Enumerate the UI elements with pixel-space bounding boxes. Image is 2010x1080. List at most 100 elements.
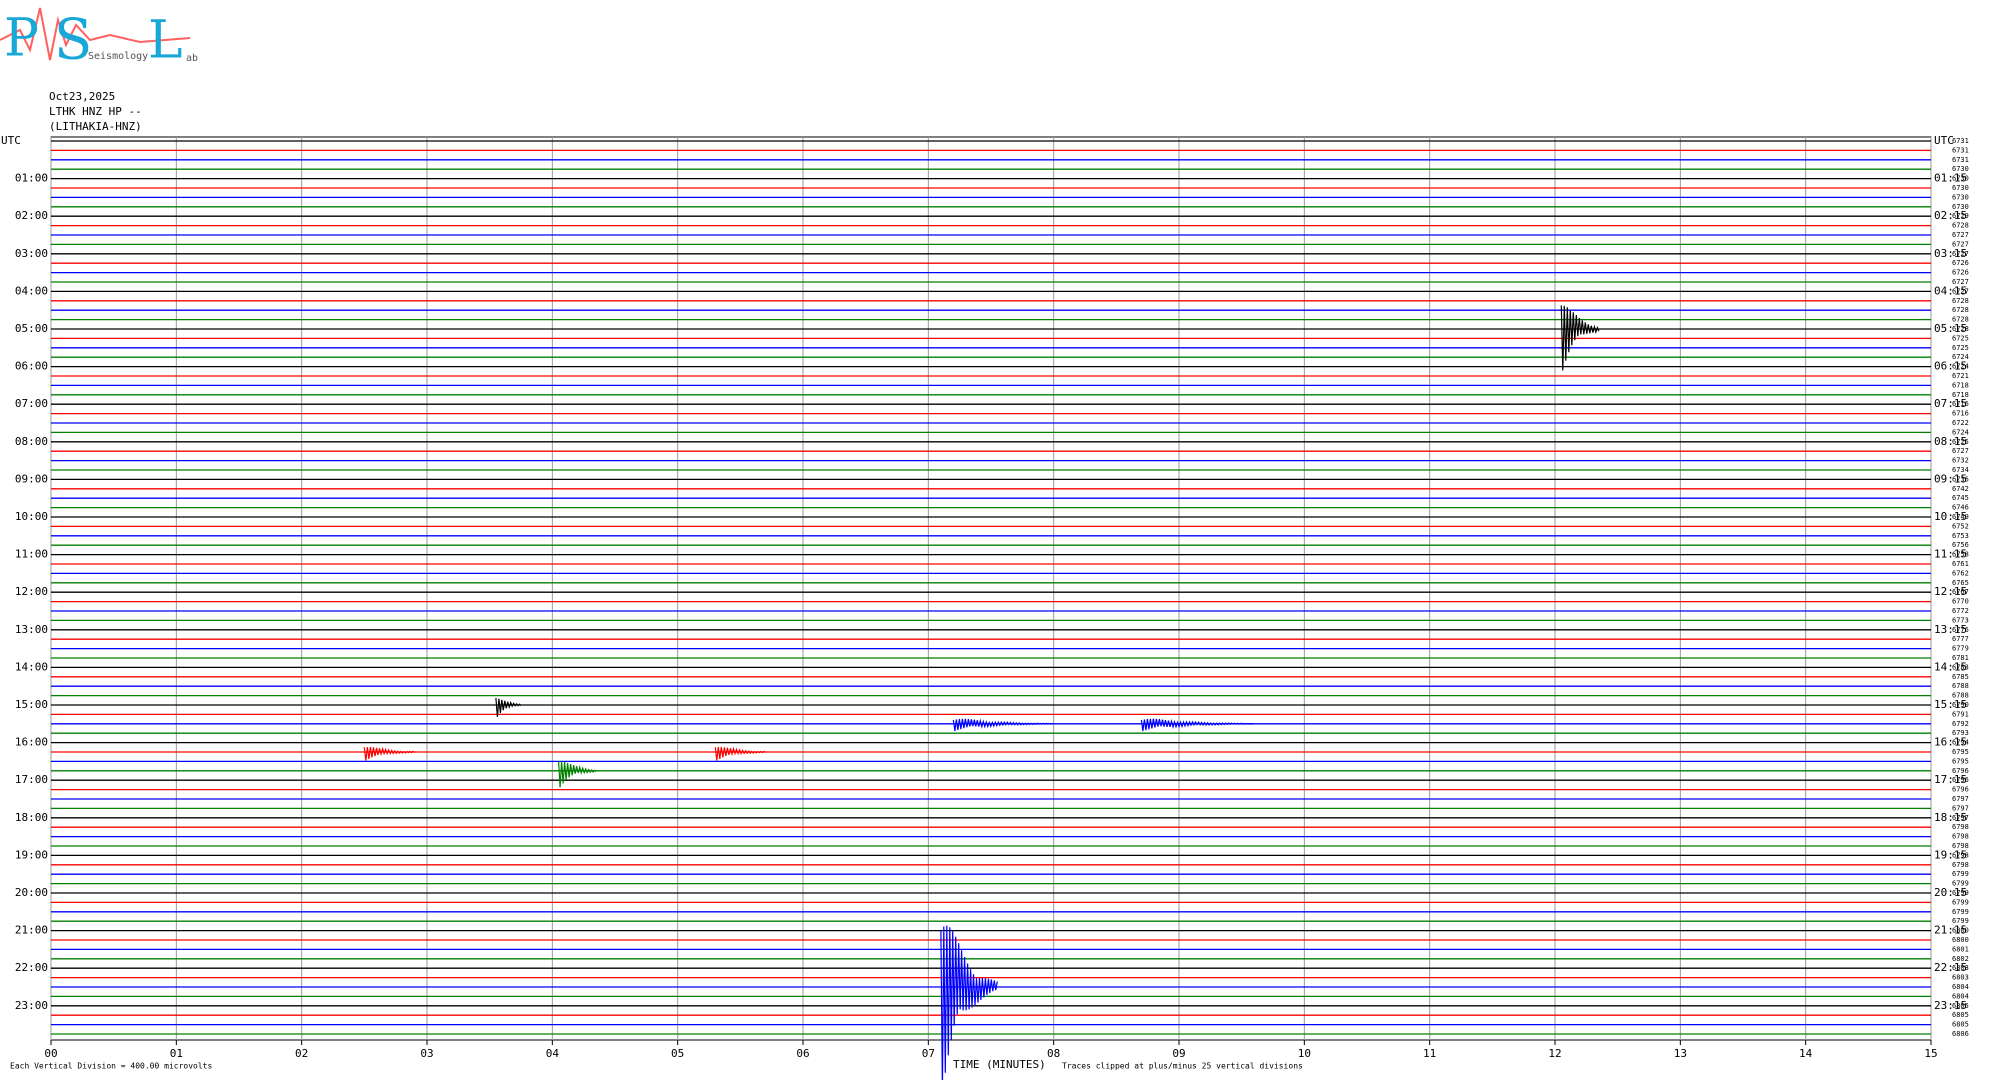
left-time-label: 02:00	[15, 209, 48, 222]
right-value: 6777	[1952, 635, 1969, 643]
x-tick-label: 08	[1047, 1047, 1060, 1060]
right-value: 6795	[1952, 757, 1969, 765]
right-value: 6788	[1952, 682, 1969, 690]
left-time-label: 16:00	[15, 736, 48, 749]
right-value: 6730	[1952, 175, 1969, 183]
right-value: 6781	[1952, 654, 1969, 662]
x-tick-label: 00	[44, 1047, 57, 1060]
right-value: 6746	[1952, 504, 1969, 512]
x-axis-title: TIME (MINUTES)	[953, 1058, 1046, 1071]
x-tick-label: 07	[922, 1047, 935, 1060]
left-time-label: 10:00	[15, 510, 48, 523]
right-value: 6800	[1952, 936, 1969, 944]
right-time-label: 08:15	[1934, 435, 1967, 448]
left-time-label: 21:00	[15, 924, 48, 937]
right-time-label: 04:15	[1934, 284, 1967, 297]
x-tick-label: 10	[1298, 1047, 1311, 1060]
right-time-label: 11:15	[1934, 548, 1967, 561]
right-value: 6749	[1952, 513, 1969, 521]
right-value: 6798	[1952, 851, 1969, 859]
right-value: 6753	[1952, 532, 1969, 540]
right-time-label: 07:15	[1934, 397, 1967, 410]
logo: P S L Seismology ab	[0, 8, 198, 73]
x-tick-label: 13	[1674, 1047, 1687, 1060]
right-time-label: 22:15	[1934, 961, 1967, 974]
left-time-label: 17:00	[15, 773, 48, 786]
left-time-label: 12:00	[15, 585, 48, 598]
right-value: 6776	[1952, 626, 1969, 634]
right-value: 6799	[1952, 917, 1969, 925]
right-time-label: 09:15	[1934, 472, 1967, 485]
x-tick-label: 14	[1799, 1047, 1813, 1060]
right-value: 6725	[1952, 438, 1969, 446]
right-value: 6798	[1952, 823, 1969, 831]
right-value: 6731	[1952, 146, 1969, 154]
right-time-label: 15:15	[1934, 698, 1967, 711]
right-value: 6729	[1952, 212, 1969, 220]
right-value: 6799	[1952, 889, 1969, 897]
right-value: 6799	[1952, 870, 1969, 878]
right-value: 6718	[1952, 381, 1969, 389]
x-tick-label: 11	[1423, 1047, 1436, 1060]
logo-word: ab	[186, 53, 198, 64]
right-value: 6758	[1952, 551, 1969, 559]
seismic-event	[714, 746, 766, 761]
right-value: 6727	[1952, 447, 1969, 455]
x-tick-label: 02	[295, 1047, 308, 1060]
header-site: (LITHAKIA-HNZ)	[49, 120, 142, 133]
right-value: 6732	[1952, 457, 1969, 465]
right-value: 6730	[1952, 165, 1969, 173]
right-value: 6716	[1952, 400, 1969, 408]
right-time-label: 23:15	[1934, 999, 1967, 1012]
left-time-label: 20:00	[15, 886, 48, 899]
right-value: 6805	[1952, 1021, 1969, 1029]
x-tick-label: 06	[796, 1047, 809, 1060]
right-time-label: 01:15	[1934, 172, 1967, 185]
right-time-label: 20:15	[1934, 886, 1967, 899]
right-value: 6803	[1952, 974, 1969, 982]
logo-letter: P	[4, 9, 39, 69]
seismic-event	[940, 925, 998, 1080]
right-value: 6725	[1952, 344, 1969, 352]
header-station: LTHK HNZ HP --	[49, 105, 142, 118]
right-value: 6805	[1952, 1011, 1969, 1019]
right-value: 6718	[1952, 391, 1969, 399]
x-tick-label: 15	[1924, 1047, 1937, 1060]
left-time-label: 03:00	[15, 247, 48, 260]
right-value: 6724	[1952, 353, 1969, 361]
right-value: 6802	[1952, 955, 1969, 963]
right-value: 6799	[1952, 880, 1969, 888]
right-value: 6803	[1952, 964, 1969, 972]
right-value: 6727	[1952, 240, 1969, 248]
right-value: 6716	[1952, 410, 1969, 418]
left-time-label: 18:00	[15, 811, 48, 824]
right-value: 6801	[1952, 945, 1969, 953]
scale-note: Each Vertical Division = 400.00 microvol…	[10, 1062, 212, 1071]
right-time-label: 10:15	[1934, 510, 1967, 523]
x-tick-label: 03	[420, 1047, 433, 1060]
right-value: 6730	[1952, 184, 1969, 192]
right-time-label: 21:15	[1934, 924, 1967, 937]
right-value: 6773	[1952, 616, 1969, 624]
right-time-label: 03:15	[1934, 247, 1967, 260]
right-value: 6727	[1952, 231, 1969, 239]
right-value: 6722	[1952, 419, 1969, 427]
left-time-label: 13:00	[15, 623, 48, 636]
right-value: 6772	[1952, 607, 1969, 615]
left-time-label: 08:00	[15, 435, 48, 448]
right-value: 6728	[1952, 297, 1969, 305]
seismic-event	[558, 761, 597, 788]
right-value: 6797	[1952, 795, 1969, 803]
x-tick-label: 04	[546, 1047, 560, 1060]
seismic-event	[952, 718, 1054, 732]
right-value: 6765	[1952, 579, 1969, 587]
right-value: 6736	[1952, 475, 1969, 483]
left-time-label: 06:00	[15, 360, 48, 373]
right-time-label: 13:15	[1934, 623, 1967, 636]
left-time-label: 07:00	[15, 397, 48, 410]
right-value: 6725	[1952, 334, 1969, 342]
right-value: 6793	[1952, 729, 1969, 737]
right-time-label: 16:15	[1934, 736, 1967, 749]
